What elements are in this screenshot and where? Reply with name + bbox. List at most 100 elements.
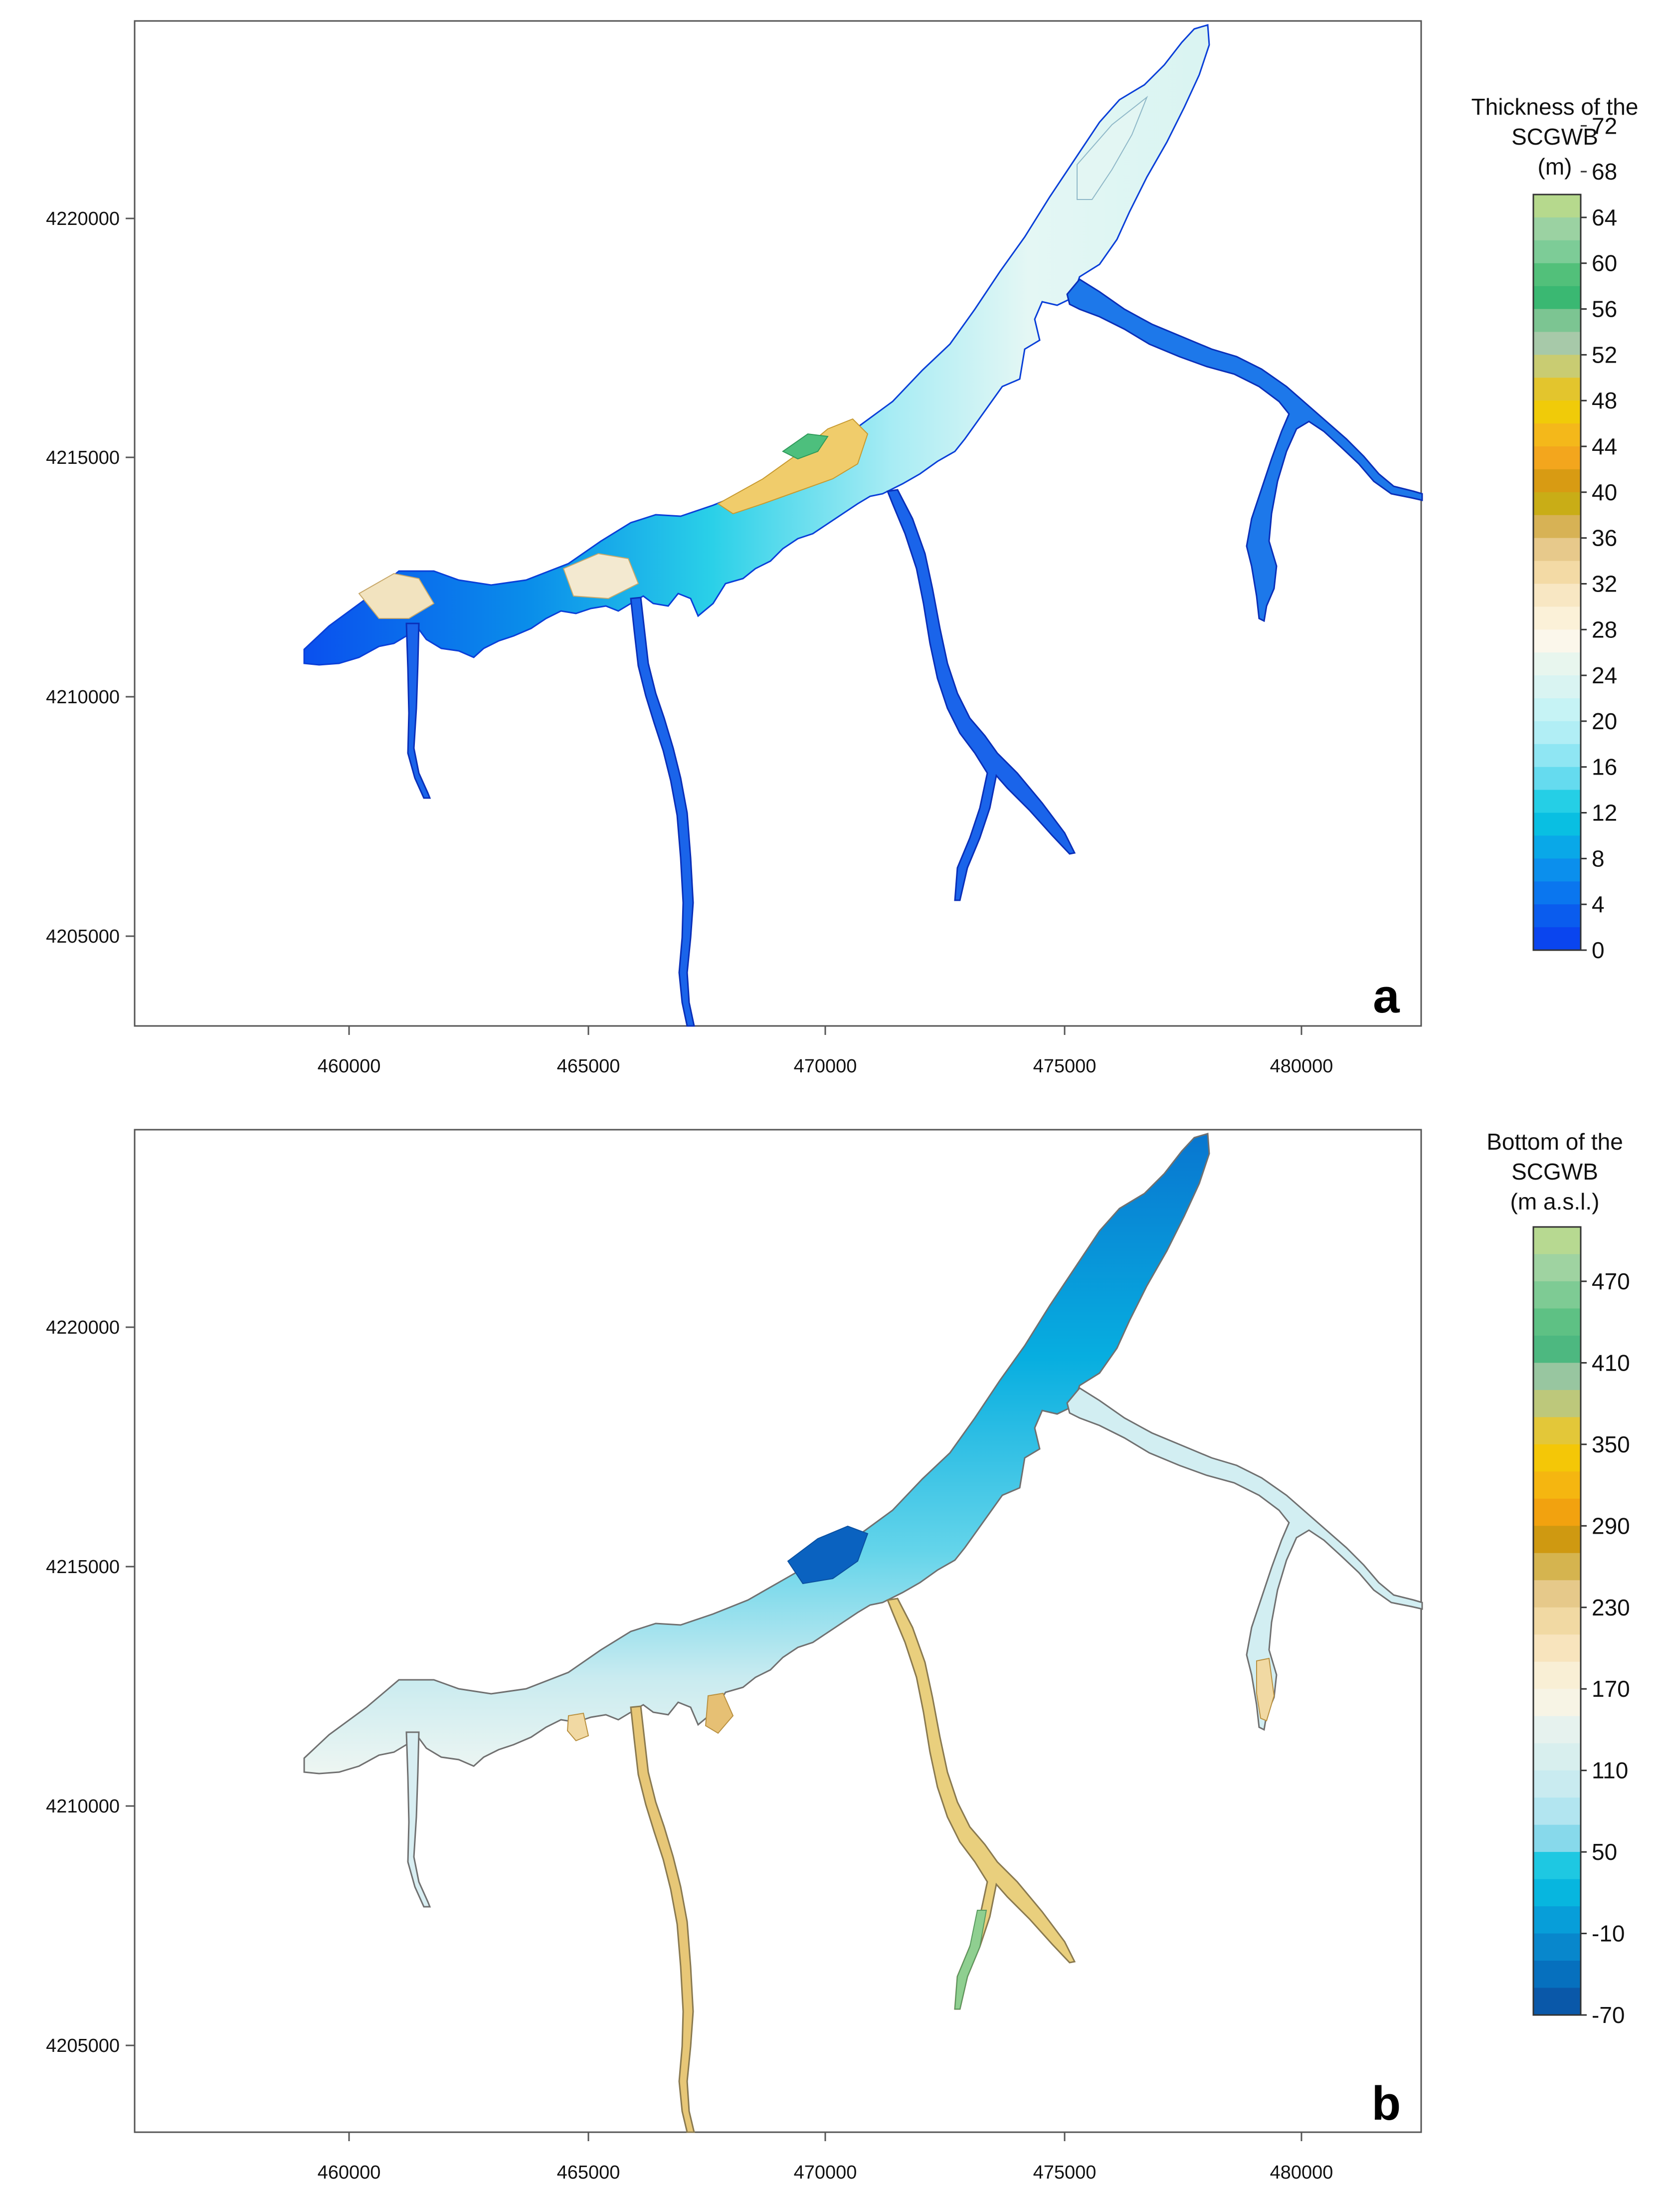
colorbar-swatch <box>1533 698 1581 722</box>
colorbar-swatch <box>1533 744 1581 768</box>
colorbar-swatch <box>1533 401 1581 424</box>
colorbar-swatch <box>1533 858 1581 882</box>
panel-a: 460000 465000 470000 475000 480000 42200… <box>46 20 1639 1077</box>
colorbar-tick-label: 64 <box>1592 204 1617 230</box>
panel-a-colorbar-title-line: SCGWB <box>1511 124 1598 150</box>
colorbar-tick-label: 36 <box>1592 525 1617 551</box>
panel-b-map <box>303 1133 1423 2133</box>
panel-b-y-tick-label: 4215000 <box>46 1557 120 1578</box>
colorbar-swatch <box>1533 1661 1581 1689</box>
panel-a-river-2 <box>630 597 695 1027</box>
colorbar-swatch <box>1533 1254 1581 1282</box>
panel-a-y-tick-label: 4220000 <box>46 208 120 229</box>
colorbar-swatch <box>1533 515 1581 539</box>
panel-b-colorbar-title-line: (m a.s.l.) <box>1510 1189 1600 1214</box>
colorbar-swatch <box>1533 904 1581 928</box>
colorbar-swatch <box>1533 1607 1581 1635</box>
colorbar-tick-label: 4 <box>1592 891 1605 917</box>
panel-b-river-3-green <box>954 1910 987 2010</box>
panel-a-x-tick-label: 470000 <box>794 1056 857 1077</box>
colorbar-swatch <box>1533 584 1581 607</box>
colorbar-tick-label: 44 <box>1592 433 1617 459</box>
panel-a-y-tick-label: 4205000 <box>46 926 120 947</box>
panel-b-river-1 <box>405 1731 431 1908</box>
colorbar-swatch <box>1533 492 1581 516</box>
panel-b-river-2 <box>630 1705 695 2133</box>
colorbar-swatch <box>1533 1553 1581 1581</box>
panel-b-y-tick-label: 4205000 <box>46 2035 120 2056</box>
colorbar-tick-label: 20 <box>1592 708 1617 734</box>
colorbar-tick-label: 72 <box>1592 113 1617 139</box>
colorbar-swatch <box>1533 286 1581 310</box>
panel-b-y-tick-label: 4220000 <box>46 1317 120 1338</box>
colorbar-swatch <box>1533 1390 1581 1417</box>
panel-a-river-3 <box>886 489 1076 901</box>
colorbar-swatch <box>1533 1580 1581 1608</box>
colorbar-swatch <box>1533 1444 1581 1472</box>
panel-a-label: a <box>1373 970 1400 1023</box>
colorbar-swatch <box>1533 1363 1581 1391</box>
panel-b-x-tick-label: 470000 <box>794 2162 857 2183</box>
panel-a-x-tick-label: 480000 <box>1270 1056 1333 1077</box>
colorbar-swatch <box>1533 835 1581 859</box>
panel-a-x-tick-label: 465000 <box>557 1056 620 1077</box>
panel-a-y-axis: 4220000 4215000 4210000 4205000 <box>46 208 135 947</box>
colorbar-swatch <box>1533 355 1581 378</box>
colorbar-tick-label: 470 <box>1592 1268 1630 1294</box>
panel-b-river-3 <box>886 1598 1076 2010</box>
panel-b: 460000 465000 470000 475000 480000 42200… <box>46 1129 1630 2183</box>
colorbar-swatch <box>1533 1227 1581 1255</box>
panel-b-northeast-tail <box>1256 1657 1275 1722</box>
panel-a-x-tick-label: 475000 <box>1033 1056 1097 1077</box>
colorbar-swatch <box>1533 469 1581 493</box>
panel-a-map <box>303 24 1423 1027</box>
panel-b-x-axis: 460000 465000 470000 475000 480000 <box>318 2132 1333 2183</box>
colorbar-tick-label: 350 <box>1592 1431 1630 1457</box>
colorbar-swatch <box>1533 927 1581 951</box>
colorbar-tick-label: 48 <box>1592 388 1617 413</box>
colorbar-swatch <box>1533 1852 1581 1880</box>
colorbar-swatch <box>1533 1689 1581 1717</box>
panel-a-river-1 <box>405 622 431 799</box>
colorbar-swatch <box>1533 446 1581 470</box>
colorbar-swatch <box>1533 423 1581 447</box>
colorbar-swatch <box>1533 1335 1581 1364</box>
colorbar-tick-label: 410 <box>1592 1350 1630 1376</box>
colorbar-tick-label: 40 <box>1592 479 1617 505</box>
panel-a-y-tick-label: 4210000 <box>46 687 120 708</box>
colorbar-tick-label: -70 <box>1592 2002 1625 2028</box>
colorbar-swatch <box>1533 767 1581 791</box>
colorbar-swatch <box>1533 1471 1581 1499</box>
colorbar-swatch <box>1533 1879 1581 1907</box>
colorbar-tick-label: 16 <box>1592 754 1617 780</box>
panel-b-colorbar-title-line: SCGWB <box>1511 1159 1598 1185</box>
colorbar-swatch <box>1533 1526 1581 1554</box>
panel-b-colorbar-title-line: Bottom of the <box>1486 1129 1623 1155</box>
colorbar-tick-label: 68 <box>1592 159 1617 185</box>
panel-a-thick-zone <box>717 418 869 515</box>
colorbar-tick-label: 60 <box>1592 250 1617 276</box>
panel-b-colorbar-swatches <box>1533 1227 1581 2015</box>
colorbar-tick-label: 110 <box>1592 1758 1628 1784</box>
colorbar-tick-label: 12 <box>1592 800 1617 826</box>
panel-a-northeast-branch <box>1066 278 1423 622</box>
colorbar-swatch <box>1533 812 1581 836</box>
colorbar-swatch <box>1533 1417 1581 1445</box>
colorbar-swatch <box>1533 378 1581 401</box>
panel-b-south-yellow-1 <box>705 1692 734 1734</box>
panel-b-y-tick-label: 4210000 <box>46 1796 120 1817</box>
colorbar-swatch <box>1533 1824 1581 1852</box>
panel-a-colorbar-title-line: (m) <box>1538 154 1572 180</box>
colorbar-swatch <box>1533 1933 1581 1961</box>
colorbar-swatch <box>1533 240 1581 264</box>
panel-a-y-tick-label: 4215000 <box>46 447 120 468</box>
colorbar-swatch <box>1533 606 1581 630</box>
colorbar-tick-label: 290 <box>1592 1513 1630 1539</box>
panel-a-peak-zone <box>782 433 829 460</box>
colorbar-swatch <box>1533 652 1581 676</box>
panel-b-northeast-branch <box>1066 1387 1423 1731</box>
panel-a-colorbar: Thickness of the SCGWB (m) 72 68 64 60 56 52 4… <box>1472 94 1639 963</box>
colorbar-swatch <box>1533 195 1581 218</box>
panel-b-south-yellow-2 <box>566 1712 589 1742</box>
